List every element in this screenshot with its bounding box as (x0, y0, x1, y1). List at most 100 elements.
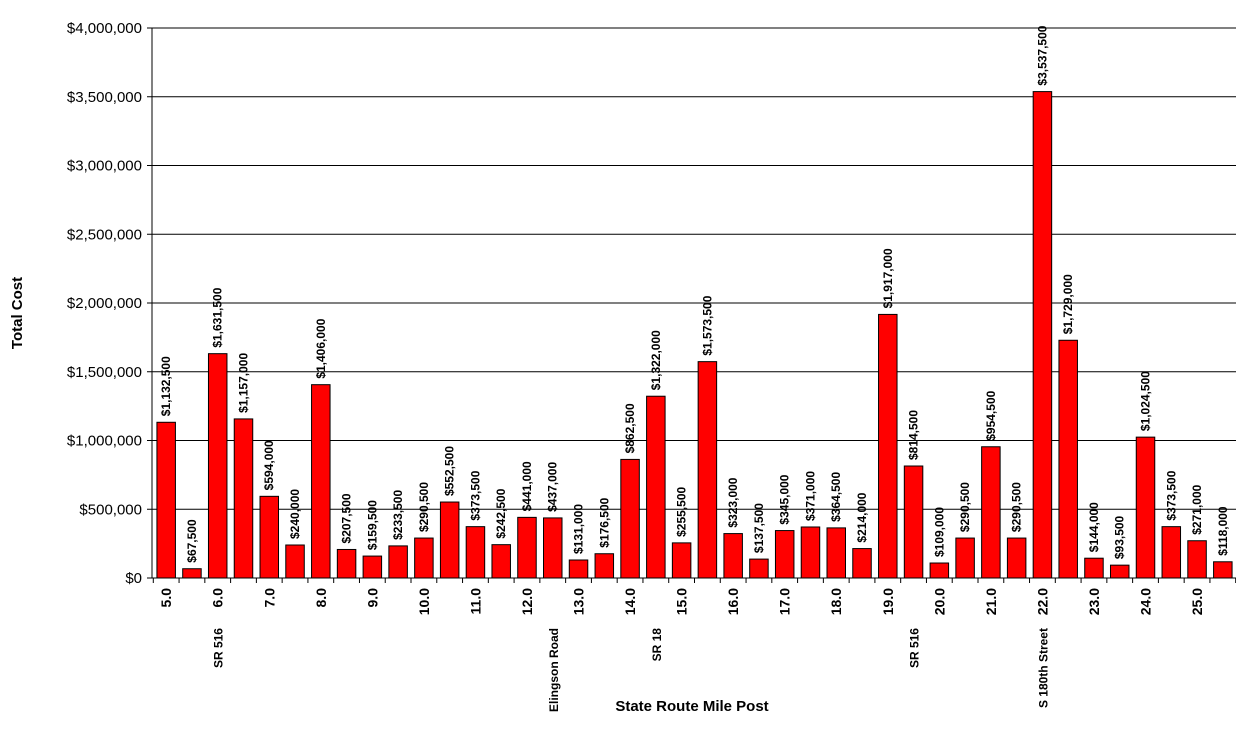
location-annotation: SR 18 (650, 628, 664, 662)
data-label: $159,500 (365, 500, 379, 550)
y-tick-label: $4,000,000 (67, 20, 142, 37)
bar (620, 458, 640, 579)
bar (646, 395, 666, 579)
x-tick-label: 19.0 (880, 588, 896, 615)
data-label: $437,000 (546, 462, 560, 512)
bar (981, 446, 1001, 579)
location-annotations: SR 516 Elingson Road SR 18 SR 516 S 180th St… (212, 628, 1051, 712)
data-label: $552,500 (443, 446, 457, 496)
bar (233, 418, 254, 579)
bar (749, 558, 769, 579)
y-tick-label: $2,500,000 (67, 226, 142, 243)
data-label: $323,000 (726, 477, 740, 527)
bar (929, 562, 950, 579)
bar (903, 465, 924, 579)
x-tick-label: 18.0 (828, 588, 844, 615)
x-tick-label: 13.0 (571, 588, 587, 615)
bar (414, 537, 434, 579)
bar (568, 559, 589, 579)
data-label: $131,000 (572, 504, 586, 554)
x-tick-label: 11.0 (467, 588, 483, 615)
bars (156, 91, 1233, 579)
x-tick-label: 9.0 (364, 588, 380, 608)
bar (439, 501, 460, 579)
bar (388, 545, 408, 579)
data-label: $1,917,000 (881, 248, 895, 308)
bar (1213, 561, 1233, 579)
x-tick-label: 24.0 (1138, 588, 1154, 615)
data-label: $371,000 (803, 471, 817, 521)
bar (697, 361, 718, 579)
location-annotation: Elingson Road (547, 628, 561, 712)
data-label: $240,000 (288, 489, 302, 539)
data-label: $1,157,000 (236, 353, 250, 413)
data-label: $345,000 (778, 474, 792, 524)
location-annotation: SR 516 (908, 628, 922, 668)
axes (151, 28, 1236, 583)
x-tick-label: 10.0 (416, 588, 432, 615)
y-tick-label: $0 (125, 570, 142, 587)
bar (336, 548, 357, 579)
bar (800, 526, 821, 579)
data-label: $290,500 (1010, 482, 1024, 532)
location-annotation: S 180th Street (1036, 628, 1050, 708)
data-label: $1,406,000 (314, 318, 328, 378)
data-label: $242,500 (494, 488, 508, 538)
y-tick-label: $2,000,000 (67, 295, 142, 312)
x-tick-label: 22.0 (1034, 588, 1050, 615)
bar (723, 533, 743, 579)
x-tick-label: 23.0 (1086, 588, 1102, 615)
y-axis-tick-labels: $0 $500,000 $1,000,000 $1,500,000 $2,000,000… (67, 20, 142, 587)
y-tick-label: $3,500,000 (67, 89, 142, 106)
data-label: $3,537,500 (1035, 25, 1049, 85)
data-label: $109,000 (932, 507, 946, 557)
bar (1135, 436, 1156, 579)
x-axis-tick-labels: 5.0 6.0 7.0 8.0 9.0 10.0 11.0 12.0 13.0 14.0 15.0 1… (158, 588, 1205, 615)
data-label: $255,500 (675, 486, 689, 536)
data-label: $1,322,000 (649, 330, 663, 390)
data-label: $373,500 (468, 470, 482, 520)
data-label: $207,500 (340, 493, 354, 543)
bar (285, 544, 305, 579)
data-label: $373,500 (1164, 470, 1178, 520)
data-label: $271,000 (1190, 484, 1204, 534)
bar (182, 568, 202, 579)
x-tick-label: 12.0 (519, 588, 535, 615)
data-label: $814,500 (907, 410, 921, 460)
data-label: $862,500 (623, 403, 637, 453)
data-label: $176,500 (597, 497, 611, 547)
bar (594, 553, 615, 579)
x-tick-label: 17.0 (777, 588, 793, 615)
data-label: $144,000 (1087, 502, 1101, 552)
bar (1187, 540, 1207, 579)
y-axis-title: Total Cost (9, 277, 26, 349)
data-label: $1,132,500 (159, 356, 173, 416)
bar (362, 555, 383, 579)
x-axis-title: State Route Mile Post (615, 698, 768, 715)
data-label: $290,500 (417, 482, 431, 532)
data-label: $118,000 (1216, 506, 1230, 556)
data-label: $1,024,500 (1139, 371, 1153, 431)
x-tick-label: 16.0 (725, 588, 741, 615)
data-label: $1,573,500 (700, 295, 714, 355)
data-label: $137,500 (752, 503, 766, 553)
x-tick-label: 6.0 (210, 588, 226, 608)
location-annotation: SR 516 (212, 628, 226, 668)
data-label: $67,500 (185, 519, 199, 563)
bar (1109, 564, 1130, 579)
bar (1161, 526, 1182, 579)
x-tick-label: 5.0 (158, 588, 174, 608)
bar (671, 542, 692, 579)
bar (491, 544, 511, 579)
y-tick-label: $500,000 (79, 501, 142, 518)
data-label: $954,500 (984, 390, 998, 440)
data-label: $290,500 (958, 482, 972, 532)
bar (517, 516, 537, 579)
y-tick-label: $1,000,000 (67, 433, 142, 450)
y-tick-label: $1,500,000 (67, 364, 142, 381)
bar (1058, 339, 1078, 579)
data-label: $1,631,500 (211, 287, 225, 347)
bar (1032, 91, 1053, 579)
